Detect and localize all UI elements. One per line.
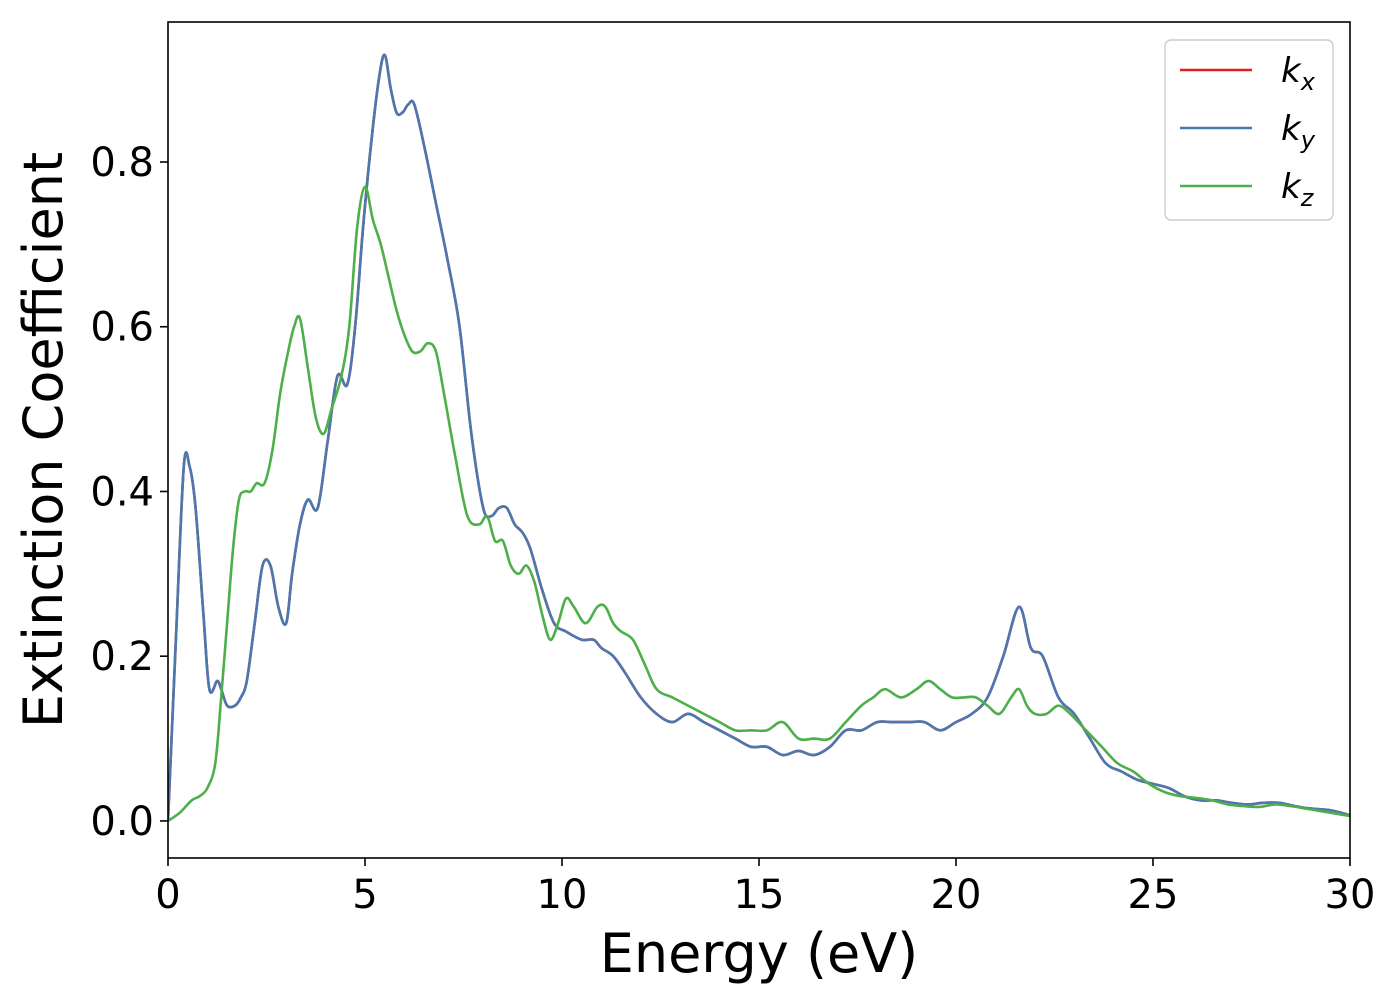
y-tick-label: 0.6 <box>90 305 154 351</box>
series-line-kz <box>168 185 1350 823</box>
y-tick-label: 0.4 <box>90 469 154 515</box>
x-tick-label: 20 <box>931 872 982 918</box>
series-line-ky <box>168 53 1350 823</box>
legend-label-kx: kx <box>1281 51 1316 96</box>
x-tick-label: 0 <box>155 872 180 918</box>
x-tick-label: 25 <box>1128 872 1179 918</box>
legend-label-ky: ky <box>1281 109 1316 154</box>
y-tick-label: 0.8 <box>90 140 154 186</box>
x-axis-title: Energy (eV) <box>600 922 919 985</box>
axis-ticks: 0 5 10 15 20 25 30 0.0 0.2 0.4 0.6 0.8 <box>90 140 1375 918</box>
x-tick-label: 10 <box>537 872 588 918</box>
legend-box <box>1164 39 1334 221</box>
y-axis-title: Extinction Coefficient <box>12 152 75 728</box>
x-tick-label: 15 <box>734 872 785 918</box>
x-tick-label: 5 <box>352 872 377 918</box>
y-tick-label: 0.2 <box>90 634 154 680</box>
y-tick-label: 0.0 <box>90 799 154 845</box>
plot-lines <box>168 53 1350 823</box>
x-tick-label: 30 <box>1325 872 1376 918</box>
